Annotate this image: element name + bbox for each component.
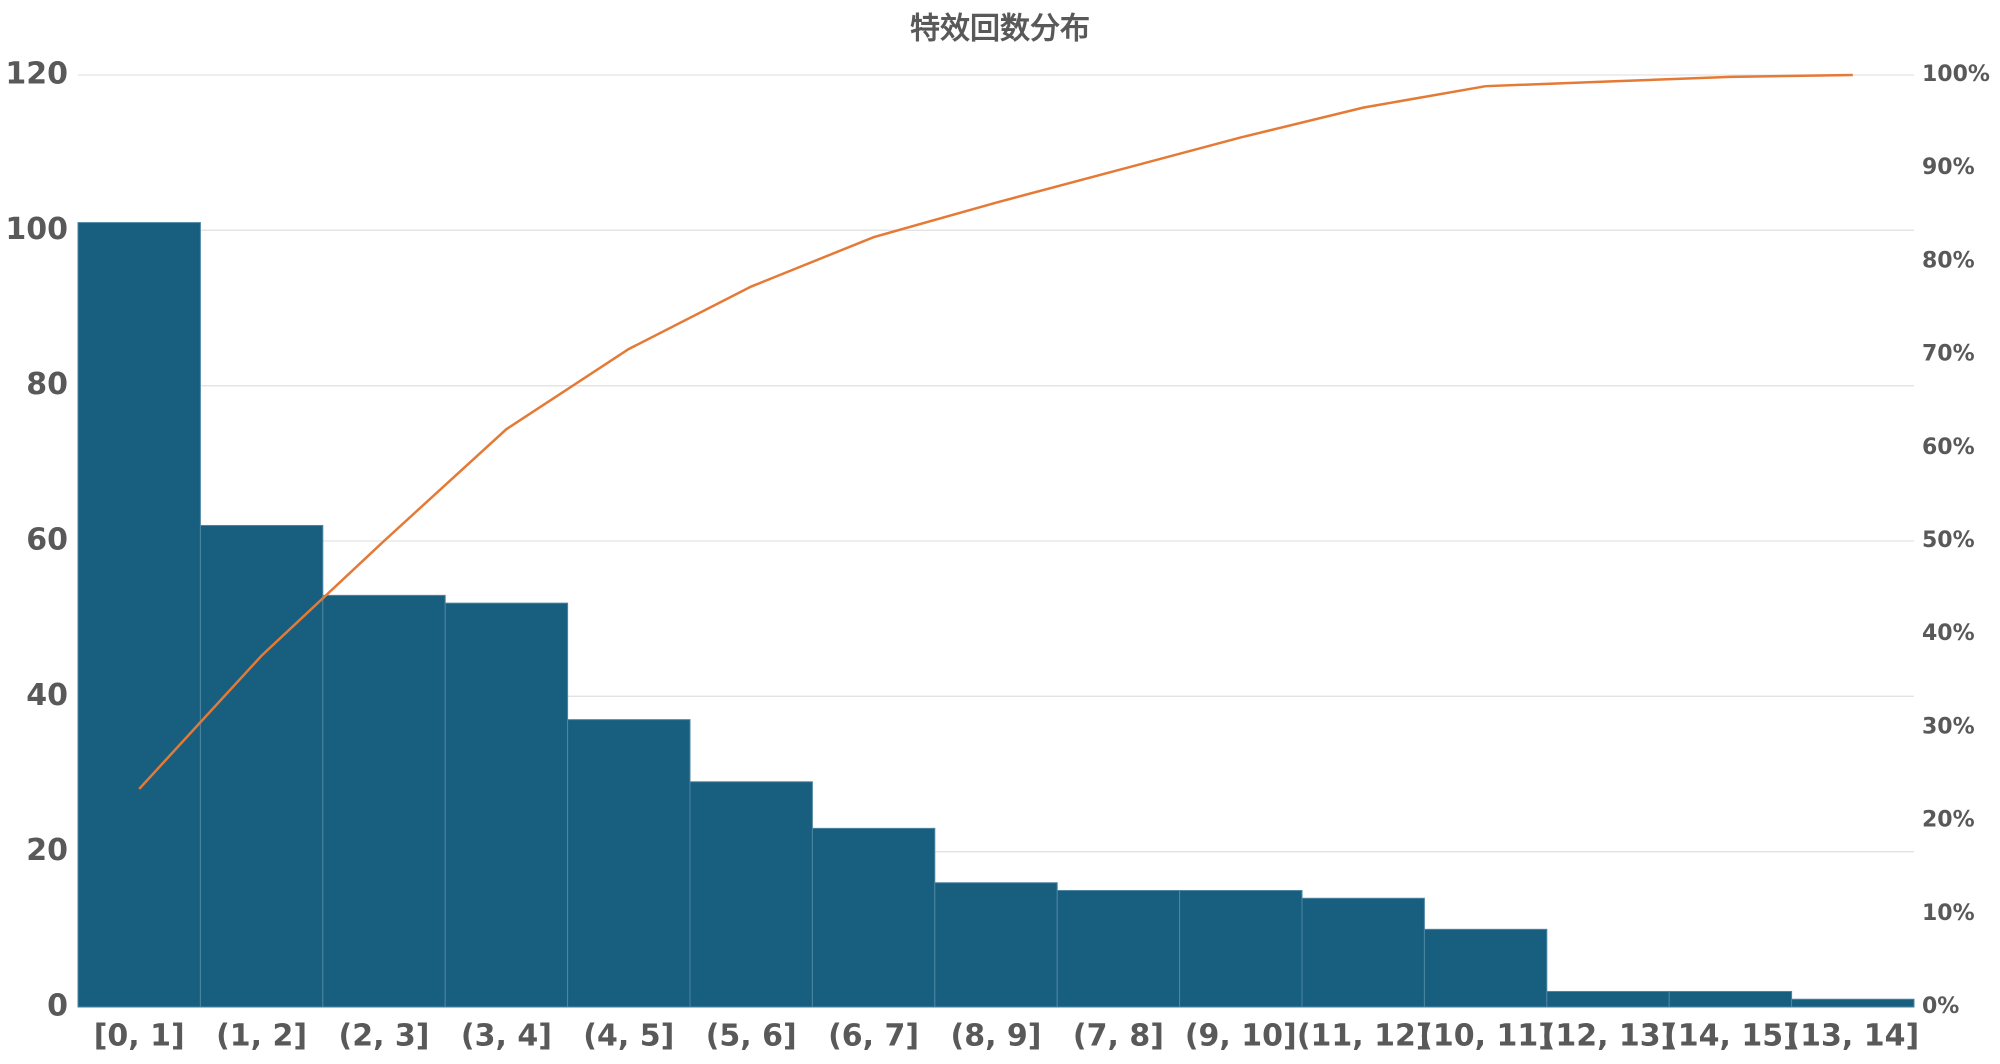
y-tick-label: 100 bbox=[5, 212, 68, 247]
chart-title: 特效回数分布 bbox=[910, 12, 1090, 47]
bar bbox=[1668, 990, 1793, 1008]
x-tick-label: (8, 9] bbox=[950, 1019, 1041, 1054]
bar bbox=[567, 719, 691, 1008]
y-tick-label: 40 bbox=[26, 678, 68, 713]
bar bbox=[444, 602, 569, 1008]
bar bbox=[811, 827, 936, 1008]
bar bbox=[689, 781, 813, 1008]
y-tick-label: 20 bbox=[26, 833, 68, 868]
bar bbox=[1056, 890, 1181, 1008]
x-tick-label: (14, 15] bbox=[1664, 1019, 1797, 1054]
x-tick-label: (5, 6] bbox=[706, 1019, 797, 1054]
y2-tick-label: 0% bbox=[1922, 994, 1959, 1019]
x-tick-label: (12, 13] bbox=[1542, 1019, 1675, 1054]
x-tick-label: (4, 5] bbox=[583, 1019, 674, 1054]
bar bbox=[199, 524, 324, 1008]
x-tick-label: (11, 12] bbox=[1297, 1019, 1430, 1054]
y2-tick-label: 30% bbox=[1922, 714, 1975, 739]
x-tick-label: (2, 3] bbox=[338, 1019, 429, 1054]
bar bbox=[322, 594, 446, 1008]
y2-tick-label: 80% bbox=[1922, 248, 1975, 273]
x-tick-label: (10, 11] bbox=[1419, 1019, 1552, 1054]
y2-tick-label: 40% bbox=[1922, 621, 1975, 646]
bar bbox=[1423, 928, 1548, 1008]
bar bbox=[1301, 897, 1425, 1008]
bar bbox=[1179, 890, 1303, 1008]
y-tick-label: 60 bbox=[26, 523, 68, 558]
y-tick-label: 120 bbox=[5, 57, 68, 92]
y2-tick-label: 10% bbox=[1922, 901, 1975, 926]
x-tick-label: (9, 10] bbox=[1185, 1019, 1297, 1054]
y2-tick-label: 90% bbox=[1922, 155, 1975, 180]
bar bbox=[1791, 998, 1915, 1008]
y-tick-label: 80 bbox=[26, 367, 68, 402]
bar bbox=[77, 222, 201, 1008]
x-tick-label: [0, 1] bbox=[94, 1019, 185, 1054]
y2-tick-label: 100% bbox=[1922, 62, 1990, 87]
x-tick-label: (1, 2] bbox=[216, 1019, 307, 1054]
y2-tick-label: 50% bbox=[1922, 528, 1975, 553]
y-tick-label: 0 bbox=[47, 989, 68, 1024]
bar bbox=[934, 882, 1058, 1008]
cumulative-line bbox=[138, 73, 1853, 790]
x-tick-label: (3, 4] bbox=[461, 1019, 552, 1054]
x-tick-label: (13, 14] bbox=[1786, 1019, 1919, 1054]
x-tick-label: (7, 8] bbox=[1073, 1019, 1164, 1054]
x-tick-label: (6, 7] bbox=[828, 1019, 919, 1054]
y2-tick-label: 20% bbox=[1922, 808, 1975, 833]
y2-tick-label: 70% bbox=[1922, 342, 1975, 367]
bar bbox=[1546, 990, 1670, 1008]
y2-tick-label: 60% bbox=[1922, 435, 1975, 460]
